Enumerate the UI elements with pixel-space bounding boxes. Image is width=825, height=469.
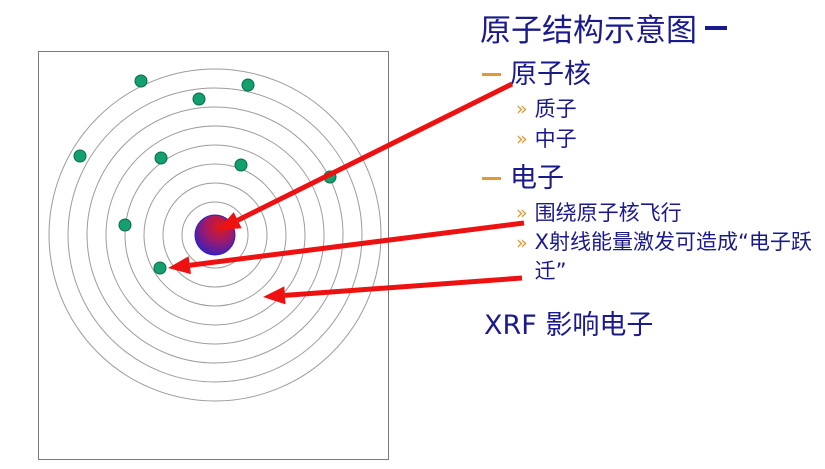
electron-6	[234, 158, 248, 172]
page-title: 原子结构示意图	[480, 12, 697, 49]
title-dash-icon	[705, 26, 727, 30]
bullet-neutron-label: 中子	[534, 127, 577, 151]
bullet-nucleus-label: 原子核	[510, 58, 591, 90]
electron-8	[118, 218, 132, 232]
bullet-nucleus[interactable]: 原子核	[472, 54, 825, 94]
electron-7	[323, 170, 337, 184]
electron-9	[153, 261, 167, 275]
dash-marker-icon	[482, 72, 501, 76]
bullet-neutron[interactable]: » 中子	[472, 124, 825, 154]
electron-4	[73, 149, 87, 163]
footer-row: XRF 影响电子	[472, 312, 825, 339]
bullet-orbit-flight-label: 围绕原子核飞行	[534, 201, 682, 225]
chevron-right-icon: »	[516, 202, 528, 224]
dash-marker-icon	[482, 176, 501, 180]
bullet-electron[interactable]: 电子	[472, 158, 825, 198]
bullet-orbit-flight[interactable]: » 围绕原子核飞行	[472, 198, 825, 228]
electron-5	[154, 151, 168, 165]
electron-1	[134, 74, 148, 88]
nucleus	[194, 214, 236, 256]
bullet-xray-transition[interactable]: » X射线能量激发可造成“电子跃迁”	[472, 228, 825, 286]
footer-text: XRF 影响电子	[484, 310, 654, 341]
bullet-proton-label: 质子	[534, 97, 577, 121]
chevron-right-icon: »	[516, 232, 528, 254]
chevron-right-icon: »	[516, 98, 528, 120]
slide-title-row: 原子结构示意图	[472, 8, 825, 54]
electron-2	[241, 78, 255, 92]
chevron-right-icon: »	[516, 128, 528, 150]
bullet-proton[interactable]: » 质子	[472, 94, 825, 124]
bullet-electron-label: 电子	[510, 162, 564, 194]
bullet-xray-transition-label: X射线能量激发可造成“电子跃迁”	[534, 230, 812, 283]
atom-diagram	[48, 68, 382, 402]
electron-3	[192, 92, 206, 106]
text-column: 原子结构示意图 原子核 » 质子 » 中子 电子 » 围绕原子核飞行 » X射线…	[472, 8, 825, 463]
